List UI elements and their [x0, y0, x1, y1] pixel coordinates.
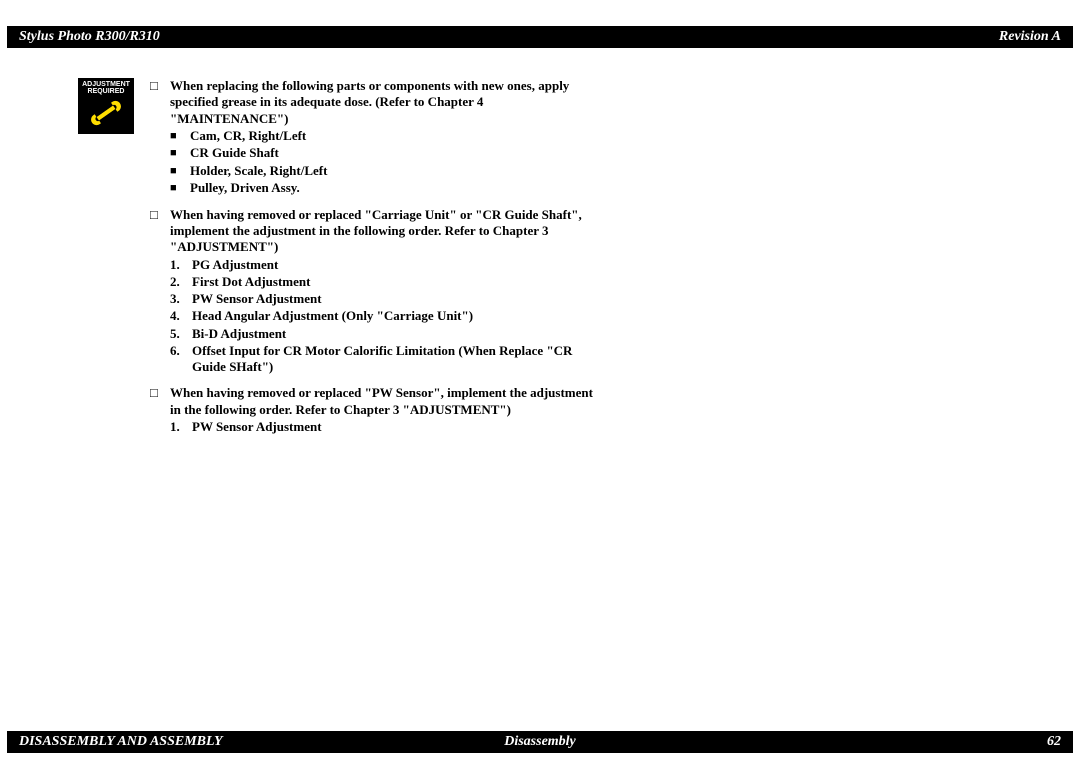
header-left: Stylus Photo R300/R310	[19, 29, 160, 45]
numbered-text: First Dot Adjustment	[192, 274, 598, 290]
section-intro: □ When replacing the following parts or …	[150, 78, 598, 127]
open-square-bullet: □	[150, 207, 170, 223]
filled-square-bullet: ■	[170, 163, 190, 180]
numbered-text: PG Adjustment	[192, 257, 598, 273]
numbered-text: PW Sensor Adjustment	[192, 291, 598, 307]
bullet-text: Holder, Scale, Right/Left	[190, 163, 598, 179]
list-number: 2.	[170, 274, 192, 290]
intro-text: When having removed or replaced "Carriag…	[170, 207, 598, 256]
section-intro: □ When having removed or replaced "PW Se…	[150, 385, 598, 418]
bullet-text: Cam, CR, Right/Left	[190, 128, 598, 144]
list-number: 3.	[170, 291, 192, 307]
header-bar: Stylus Photo R300/R310 Revision A	[7, 26, 1073, 48]
numbered-text: Head Angular Adjustment (Only "Carriage …	[192, 308, 598, 324]
section-intro: □ When having removed or replaced "Carri…	[150, 207, 598, 256]
open-square-bullet: □	[150, 78, 170, 94]
badge-text: ADJUSTMENTREQUIRED	[82, 78, 130, 96]
open-square-bullet: □	[150, 385, 170, 401]
filled-square-bullet: ■	[170, 145, 190, 162]
intro-text: When replacing the following parts or co…	[170, 78, 598, 127]
list-number: 4.	[170, 308, 192, 324]
list-number: 5.	[170, 326, 192, 342]
list-number: 1.	[170, 257, 192, 273]
list-number: 1.	[170, 419, 192, 435]
adjustment-required-badge: ADJUSTMENTREQUIRED	[78, 78, 134, 134]
numbered-text: Bi-D Adjustment	[192, 326, 598, 342]
footer-left: DISASSEMBLY AND ASSEMBLY	[19, 734, 223, 750]
footer-page-number: 62	[1047, 734, 1061, 750]
bullet-text: CR Guide Shaft	[190, 145, 598, 161]
body-text: □ When replacing the following parts or …	[150, 78, 598, 435]
wrench-icon	[88, 98, 124, 128]
content-region: ADJUSTMENTREQUIRED □ When replacing the …	[78, 78, 598, 436]
filled-square-bullet: ■	[170, 128, 190, 145]
filled-square-bullet: ■	[170, 180, 190, 197]
list-number: 6.	[170, 343, 192, 359]
numbered-text: PW Sensor Adjustment	[192, 419, 598, 435]
numbered-text: Offset Input for CR Motor Calorific Limi…	[192, 343, 598, 376]
bullet-text: Pulley, Driven Assy.	[190, 180, 598, 196]
header-right: Revision A	[999, 29, 1061, 45]
footer-bar: DISASSEMBLY AND ASSEMBLY Disassembly 62	[7, 731, 1073, 753]
intro-text: When having removed or replaced "PW Sens…	[170, 385, 598, 418]
